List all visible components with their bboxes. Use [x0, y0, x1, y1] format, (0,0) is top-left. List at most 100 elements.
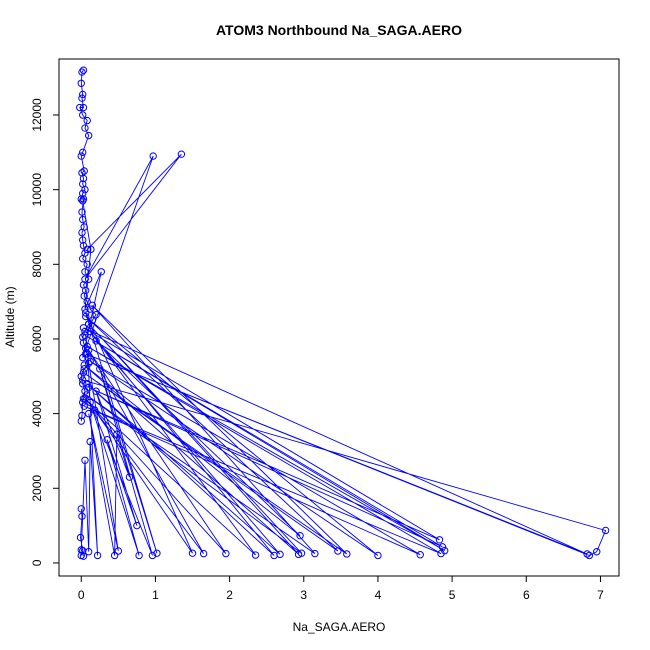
- data-point: [81, 124, 89, 132]
- data-point: [83, 116, 91, 125]
- data-point: [80, 167, 88, 175]
- y-tick-label: 2000: [30, 475, 44, 502]
- x-tick-label: 7: [597, 588, 604, 602]
- data-point: [78, 208, 86, 216]
- data-point: [294, 550, 303, 559]
- data-point: [125, 473, 134, 481]
- data-point: [78, 512, 86, 520]
- plot-frame: [58, 58, 620, 577]
- x-tick-label: 5: [449, 588, 456, 602]
- series-3: [77, 301, 610, 560]
- y-axis: 0 2000 4000 6000 8000 10000 12000: [30, 98, 60, 566]
- series-layer: [76, 66, 610, 560]
- data-point: [83, 260, 91, 269]
- data-point: [77, 417, 85, 425]
- data-point: [81, 305, 89, 313]
- data-point: [79, 236, 87, 244]
- data-point: [103, 436, 111, 444]
- data-point: [77, 551, 85, 560]
- data-point: [78, 411, 86, 420]
- data-point: [79, 376, 87, 384]
- data-point: [81, 185, 89, 194]
- data-point: [113, 430, 121, 438]
- x-tick-label: 2: [226, 588, 233, 602]
- data-point: [270, 551, 278, 560]
- data-point: [80, 361, 88, 369]
- data-point: [79, 241, 88, 250]
- data-point: [81, 331, 89, 339]
- data-point: [437, 549, 445, 558]
- data-point: [78, 94, 86, 102]
- data-point: [583, 550, 591, 558]
- data-point: [86, 327, 94, 336]
- series-4: [76, 505, 87, 560]
- data-point: [79, 66, 88, 74]
- data-point: [92, 387, 100, 395]
- data-point: [585, 551, 594, 560]
- data-point: [148, 551, 157, 560]
- data-point: [90, 406, 99, 414]
- data-point: [79, 380, 87, 388]
- data-point: [84, 383, 93, 392]
- data-point: [83, 245, 91, 254]
- data-point: [79, 324, 88, 332]
- data-point: [77, 505, 85, 513]
- data-point: [86, 357, 94, 366]
- data-point: [199, 549, 208, 558]
- data-point: [82, 309, 90, 317]
- data-point: [82, 391, 91, 399]
- data-point: [79, 368, 88, 377]
- data-point: [84, 409, 93, 418]
- data-point: [593, 548, 601, 556]
- data-point: [93, 551, 102, 560]
- data-point: [133, 521, 141, 530]
- data-point: [276, 550, 284, 559]
- data-point: [79, 255, 87, 263]
- series-line: [82, 153, 182, 358]
- data-point: [79, 546, 87, 555]
- data-point: [374, 551, 382, 560]
- y-tick-label: 12000: [30, 98, 44, 132]
- data-point: [149, 152, 157, 160]
- data-point: [81, 275, 89, 283]
- data-point: [78, 228, 86, 237]
- data-point: [80, 292, 88, 300]
- data-point: [84, 320, 93, 328]
- data-point: [87, 245, 95, 254]
- data-point: [79, 189, 87, 198]
- data-point: [153, 549, 161, 557]
- data-point: [177, 150, 186, 158]
- data-point: [188, 549, 197, 557]
- data-point: [296, 531, 304, 540]
- data-point: [76, 103, 84, 112]
- series-line: [80, 305, 607, 557]
- data-point: [88, 301, 97, 310]
- x-tick-label: 0: [78, 588, 85, 602]
- y-axis-label: Altitude (m): [3, 286, 17, 347]
- x-tick-label: 6: [523, 588, 530, 602]
- x-axis-label: Na_SAGA.AERO: [293, 620, 386, 634]
- data-point: [135, 551, 143, 560]
- data-point: [86, 398, 94, 407]
- chart-title: ATOM3 Northbound Na_SAGA.AERO: [216, 22, 462, 38]
- x-axis: 0 1 2 3 4 5 6 7: [78, 575, 604, 602]
- data-point: [84, 131, 93, 140]
- data-point: [81, 268, 89, 276]
- data-point: [92, 337, 100, 345]
- data-point: [79, 103, 88, 112]
- data-point: [79, 333, 87, 341]
- series-2: [79, 150, 186, 362]
- data-point: [601, 526, 610, 535]
- data-point: [222, 549, 230, 558]
- data-point: [79, 148, 87, 157]
- data-point: [97, 268, 105, 276]
- series-1: [76, 66, 100, 425]
- data-point: [438, 543, 447, 551]
- data-point: [92, 311, 100, 319]
- data-point: [82, 312, 90, 321]
- data-point: [416, 551, 424, 559]
- data-point: [78, 68, 86, 76]
- y-tick-label: 0: [30, 559, 44, 566]
